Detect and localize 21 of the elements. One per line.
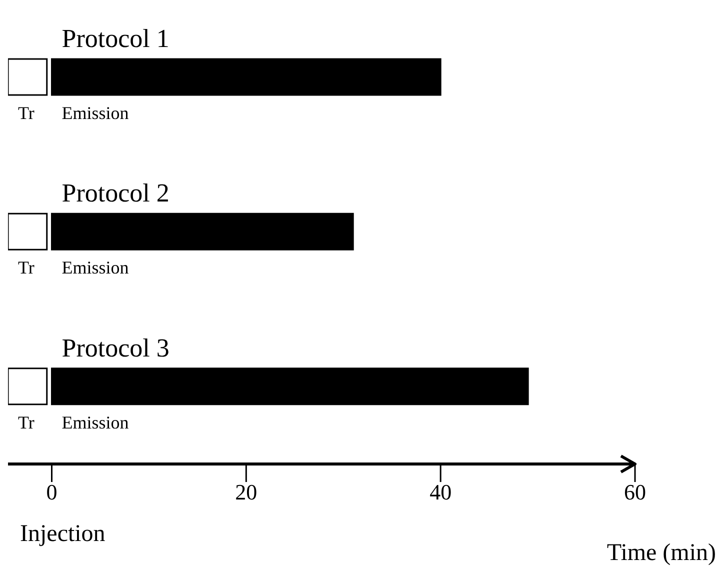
bar <box>8 212 48 250</box>
x-tick-label: 0 <box>46 480 58 505</box>
bar <box>50 58 442 96</box>
y-tick-label: Protocol 2 <box>62 178 170 208</box>
x-tick-label: 20 <box>235 480 258 505</box>
y-tick-label: Protocol 3 <box>62 333 170 362</box>
text: Tr <box>18 412 34 432</box>
series-label: Tr <box>18 103 34 123</box>
bar <box>8 58 48 96</box>
text: Emission <box>62 258 129 278</box>
x-tick-label: 40 <box>430 480 452 505</box>
series-label: Emission <box>62 103 129 123</box>
bar <box>50 368 529 406</box>
text: Emission <box>62 412 129 432</box>
text: Injection <box>20 521 106 547</box>
bar <box>8 368 48 406</box>
x-tick-label: 60 <box>624 480 646 505</box>
x-axis-title: Time (min) <box>606 540 716 566</box>
bar <box>50 212 354 250</box>
text: Tr <box>18 258 34 278</box>
y-tick-label: Protocol 1 <box>62 24 170 53</box>
